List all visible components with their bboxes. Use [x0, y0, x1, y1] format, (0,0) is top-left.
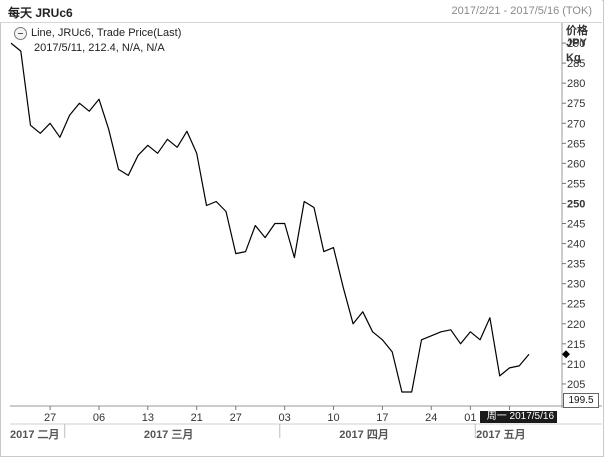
y-tick-label: 265	[567, 138, 585, 150]
y-tick-label: 235	[567, 259, 585, 271]
y-tick-label: 280	[567, 78, 585, 90]
price-series-line[interactable]	[10, 42, 530, 393]
date-range: 2017/2/21 - 2017/5/16 (TOK)	[451, 5, 592, 17]
y-tick-label: 210	[567, 359, 585, 371]
y-tick-label: 285	[567, 58, 585, 70]
y-tick-label: 225	[567, 299, 585, 311]
y-tick-label: 230	[567, 279, 585, 291]
x-tick-label: 27	[44, 412, 56, 424]
y-tick-label: 205	[567, 379, 585, 391]
y-unit-price: 价格	[566, 25, 588, 37]
y-tick-label: 220	[567, 319, 585, 331]
y-tick-label: 240	[567, 239, 585, 251]
y-tick-label: 255	[567, 178, 585, 190]
y-tick-label: 275	[567, 98, 585, 110]
x-tick-label: 27	[230, 412, 242, 424]
last-value-marker	[562, 350, 570, 359]
legend-series-row[interactable]: Line, JRUc6, Trade Price(Last)	[14, 26, 214, 41]
y-tick-label: 215	[567, 339, 585, 351]
y-unit-currency: JPY	[566, 37, 587, 49]
legend-value-row: 2017/5/11, 212.4, N/A, N/A	[34, 42, 165, 54]
chart-header: 每天 JRUc6 2017/2/21 - 2017/5/16 (TOK)	[0, 0, 602, 23]
month-label: 2017 三月	[143, 429, 194, 441]
x-tick-label: 21	[191, 412, 203, 424]
crosshair-date-label: 周一 2017/5/16	[480, 411, 557, 423]
y-tick-label: 245	[567, 219, 585, 231]
month-label: 2017 四月	[339, 429, 389, 441]
y-tick-label: 260	[567, 158, 585, 170]
month-label: 2017 五月	[476, 429, 526, 441]
x-tick-label: 24	[425, 412, 437, 424]
x-tick-label: 13	[142, 412, 154, 424]
x-tick-label: 17	[376, 412, 388, 424]
x-tick-label: 10	[327, 412, 339, 424]
x-tick-label: 03	[279, 412, 291, 424]
legend-series-label: Line, JRUc6, Trade Price(Last)	[31, 27, 182, 39]
y-tick-label: 250	[567, 198, 585, 210]
x-tick-label: 01	[464, 412, 476, 424]
y-tick-label: 290	[567, 38, 585, 50]
y-unit-weight: Kg	[566, 52, 581, 64]
series-settings-icon[interactable]	[14, 27, 27, 40]
month-label: 2017 二月	[10, 429, 60, 441]
x-tick-label: 06	[93, 412, 105, 424]
y-tick-label: 270	[567, 118, 585, 130]
instrument-title: 每天 JRUc6	[8, 6, 73, 20]
series-legend: Line, JRUc6, Trade Price(Last) 2017/5/11…	[14, 26, 214, 56]
last-value-label: 199.5	[563, 393, 599, 408]
